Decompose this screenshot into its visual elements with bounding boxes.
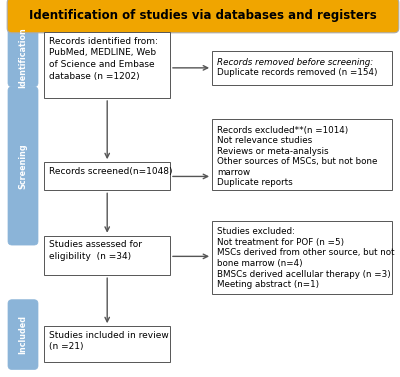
FancyBboxPatch shape (212, 51, 392, 85)
FancyBboxPatch shape (212, 221, 392, 294)
Text: Not relevance studies: Not relevance studies (217, 136, 312, 145)
Text: Screening: Screening (18, 143, 28, 189)
Text: Studies excluded:: Studies excluded: (217, 227, 295, 236)
Text: Studies included in review
(n =21): Studies included in review (n =21) (49, 331, 168, 351)
Text: BMSCs derived acellular therapy (n =3): BMSCs derived acellular therapy (n =3) (217, 270, 390, 279)
Text: Duplicate records removed (n =154): Duplicate records removed (n =154) (217, 68, 377, 77)
Text: Reviews or meta-analysis: Reviews or meta-analysis (217, 147, 328, 156)
Text: Records removed before screening:: Records removed before screening: (217, 58, 373, 67)
Text: Records screened(n=1048): Records screened(n=1048) (49, 167, 172, 176)
FancyBboxPatch shape (44, 32, 170, 98)
Text: Other sources of MSCs, but not bone: Other sources of MSCs, but not bone (217, 157, 377, 166)
Text: MSCs derived from other source, but not: MSCs derived from other source, but not (217, 248, 394, 257)
FancyBboxPatch shape (8, 87, 38, 245)
Text: Meeting abstract (n=1): Meeting abstract (n=1) (217, 280, 319, 289)
FancyBboxPatch shape (44, 326, 170, 362)
Text: marrow: marrow (217, 168, 250, 177)
Text: Identification: Identification (18, 27, 28, 88)
FancyBboxPatch shape (7, 0, 399, 33)
Text: Duplicate reports: Duplicate reports (217, 178, 292, 187)
Text: bone marrow (n=4): bone marrow (n=4) (217, 259, 302, 268)
FancyBboxPatch shape (8, 300, 38, 369)
Text: Identification of studies via databases and registers: Identification of studies via databases … (29, 9, 377, 22)
Text: Records identified from:
PubMed, MEDLINE, Web
of Science and Embase
database (n : Records identified from: PubMed, MEDLINE… (49, 37, 158, 81)
FancyBboxPatch shape (212, 119, 392, 190)
FancyBboxPatch shape (44, 162, 170, 190)
FancyBboxPatch shape (44, 236, 170, 275)
Text: Included: Included (18, 315, 28, 354)
FancyBboxPatch shape (8, 28, 38, 87)
Text: Not treatment for POF (n =5): Not treatment for POF (n =5) (217, 238, 344, 247)
Text: Records excluded**(n =1014): Records excluded**(n =1014) (217, 126, 348, 135)
Text: Studies assessed for
eligibility  (n =34): Studies assessed for eligibility (n =34) (49, 240, 142, 261)
